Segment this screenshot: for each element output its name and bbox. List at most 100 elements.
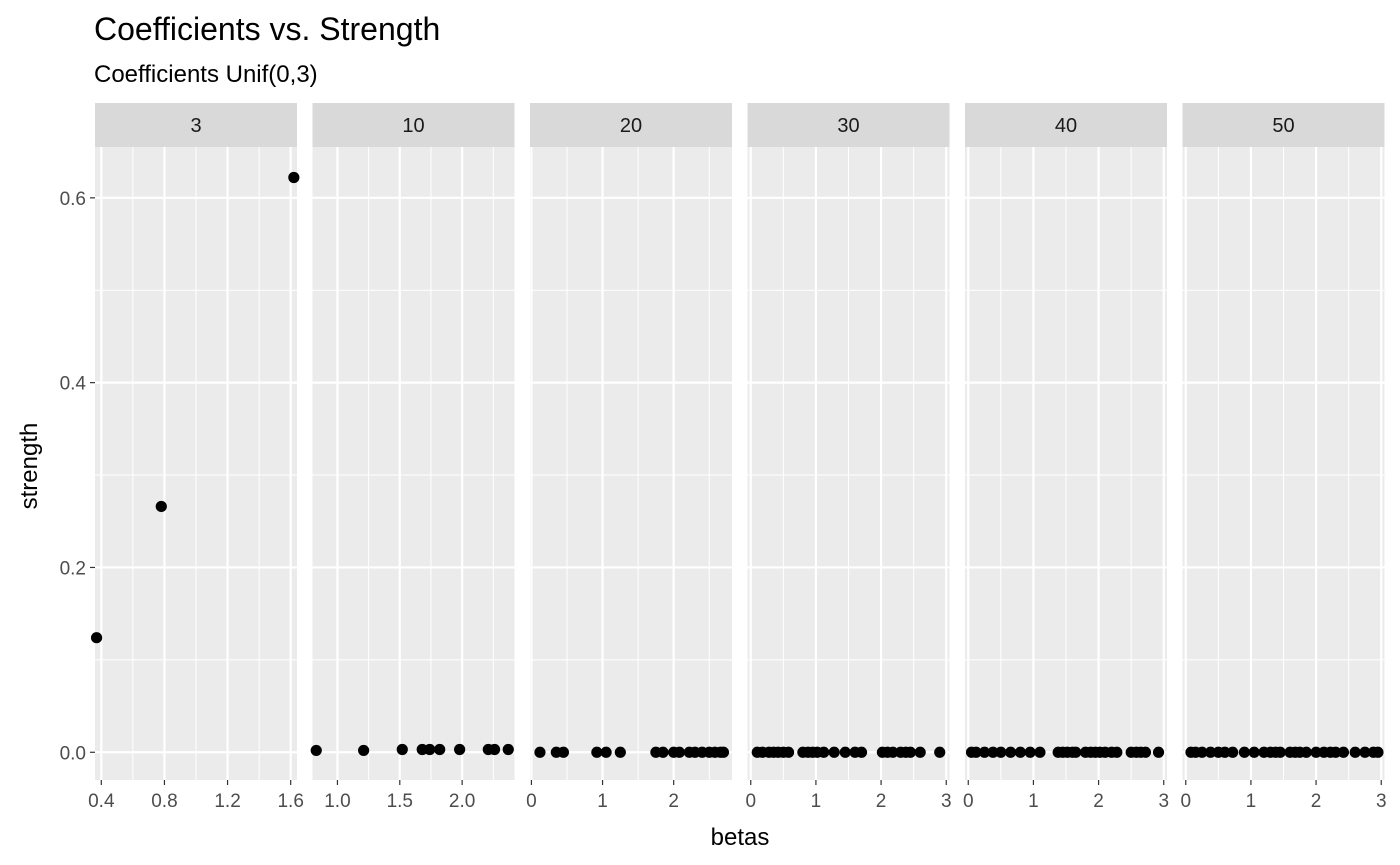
data-point <box>995 746 1007 758</box>
data-point <box>1238 746 1251 758</box>
data-point <box>970 746 982 758</box>
data-point <box>396 743 408 756</box>
x-tick-label: 1 <box>597 791 608 812</box>
x-tick-label: 2 <box>1093 791 1104 812</box>
data-point <box>1005 746 1017 758</box>
facet-strip <box>530 103 732 147</box>
data-point <box>90 632 103 644</box>
data-point <box>1227 746 1239 758</box>
y-axis: 0.0 0.2 0.4 0.6 <box>60 189 95 764</box>
x-tick-label: 1 <box>1028 791 1039 812</box>
facet-strip-label: 3 <box>190 115 201 137</box>
data-point <box>288 171 300 184</box>
data-point <box>934 746 946 758</box>
data-point <box>1300 746 1312 758</box>
data-point <box>839 746 851 758</box>
facet-strip-label: 30 <box>837 115 859 137</box>
facet-strip <box>1182 103 1385 147</box>
data-point <box>310 744 322 757</box>
facet-strip-label: 40 <box>1055 115 1077 137</box>
data-point <box>904 746 917 758</box>
x-tick-label: 2 <box>876 791 887 812</box>
data-point <box>502 743 514 756</box>
panel-background <box>530 147 732 780</box>
data-point <box>1349 746 1361 758</box>
x-tick-label: 1.0 <box>324 791 350 812</box>
x-tick-label: 0 <box>1180 791 1191 812</box>
data-point <box>1204 746 1217 758</box>
x-tick-label: 3 <box>1158 791 1169 812</box>
x-tick-label: 3 <box>941 791 952 812</box>
data-point <box>534 746 546 758</box>
y-tick-label: 0.0 <box>60 743 86 764</box>
x-tick-label: 0 <box>963 791 974 812</box>
x-tick-label: 0 <box>526 791 537 812</box>
data-point <box>1330 746 1342 758</box>
data-point <box>855 746 868 758</box>
data-point <box>155 500 167 513</box>
panel-background <box>312 147 515 780</box>
facet-strip <box>95 103 297 147</box>
facet-strip <box>312 103 515 147</box>
data-point <box>1310 746 1322 758</box>
data-point <box>782 746 795 758</box>
data-point <box>600 746 612 758</box>
data-point <box>1219 746 1231 758</box>
x-axis-title: betas <box>711 824 770 851</box>
facet-strip-label: 10 <box>402 115 424 137</box>
x-tick-label: 1.6 <box>277 791 303 812</box>
x-tick-label: 2.0 <box>449 791 475 812</box>
data-point <box>424 743 436 756</box>
data-point <box>358 744 370 757</box>
data-point <box>1034 746 1046 758</box>
facet-strip <box>747 103 950 147</box>
data-point <box>434 743 446 756</box>
x-tick-label: 2 <box>668 791 679 812</box>
y-tick-label: 0.4 <box>60 374 87 395</box>
facet-strip-label: 50 <box>1272 115 1294 137</box>
x-tick-label: 2 <box>1311 791 1322 812</box>
data-point <box>978 746 991 758</box>
data-point <box>1070 746 1082 758</box>
x-tick-label: 1.2 <box>214 791 240 812</box>
y-axis-title: strength <box>16 423 43 510</box>
x-tick-label: 3 <box>1376 791 1387 812</box>
data-point <box>1111 746 1123 758</box>
data-point <box>1372 746 1384 758</box>
data-point <box>591 746 603 758</box>
x-tick-label: 0.8 <box>151 791 177 812</box>
data-point <box>1139 746 1152 758</box>
facet-panel-3: 3 0.4 0.8 1.2 1.6 <box>88 103 304 812</box>
data-point <box>557 746 570 758</box>
data-point <box>914 746 926 758</box>
facet-panel-50: 50 0 1 2 3 <box>1180 103 1387 812</box>
data-point <box>887 746 899 758</box>
x-tick-label: 0.4 <box>88 791 115 812</box>
chart-title: Coefficients vs. Strength <box>94 11 440 47</box>
y-tick-label: 0.2 <box>60 558 86 579</box>
x-tick-label: 1 <box>811 791 822 812</box>
x-tick-label: 0 <box>745 791 756 812</box>
data-point <box>1359 746 1371 758</box>
facet-panel-20: 20 0 1 2 <box>526 103 732 812</box>
data-point <box>673 746 685 758</box>
data-point <box>1152 746 1165 758</box>
facet-strip <box>965 103 1167 147</box>
facet-panel-10: 10 1.0 1.5 2.0 <box>310 103 515 812</box>
y-tick-label: 0.6 <box>60 189 86 210</box>
facet-strip-label: 20 <box>620 115 642 137</box>
data-point <box>987 746 999 758</box>
data-point <box>454 743 466 756</box>
x-tick-label: 1 <box>1246 791 1257 812</box>
x-tick-label: 1.5 <box>387 791 413 812</box>
data-point <box>828 746 840 758</box>
facet-panel-40: 40 0 1 2 3 <box>963 103 1169 812</box>
data-point <box>717 746 730 758</box>
data-point <box>818 746 830 758</box>
data-point <box>1024 746 1036 758</box>
chart-subtitle: Coefficients Unif(0,3) <box>94 61 318 88</box>
data-point <box>1274 746 1286 758</box>
data-point <box>1196 746 1208 758</box>
